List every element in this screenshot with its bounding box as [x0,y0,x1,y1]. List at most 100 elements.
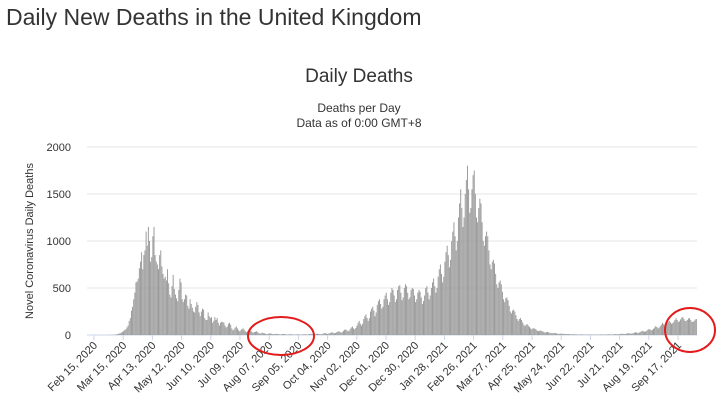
bar[interactable] [642,331,644,335]
bar[interactable] [468,189,470,335]
bar[interactable] [457,217,459,336]
bar[interactable] [205,319,207,335]
bar[interactable] [211,317,212,335]
bar[interactable] [657,328,659,335]
bar[interactable] [600,334,601,335]
bar[interactable] [435,292,437,335]
bar[interactable] [288,334,290,335]
bar[interactable] [154,255,156,335]
bar[interactable] [199,316,201,335]
bar[interactable] [404,284,406,335]
bar[interactable] [388,304,390,335]
bar[interactable] [551,333,553,335]
bar[interactable] [521,319,523,335]
bar[interactable] [494,263,495,335]
bar[interactable] [344,329,346,335]
bar[interactable] [452,231,454,335]
bar[interactable] [492,259,494,335]
bar[interactable] [182,302,184,335]
bar[interactable] [616,334,618,335]
bar[interactable] [531,329,533,335]
bar[interactable] [533,328,535,335]
bar[interactable] [323,333,325,335]
bar[interactable] [271,334,273,335]
bar[interactable] [135,282,137,335]
bar[interactable] [348,330,350,335]
bar[interactable] [495,273,497,335]
bar[interactable] [408,299,410,335]
bar[interactable] [315,333,317,335]
bar[interactable] [336,332,338,335]
bar[interactable] [446,245,448,335]
bar[interactable] [644,331,645,335]
bar[interactable] [255,331,256,335]
bar[interactable] [658,327,660,335]
bar[interactable] [355,327,357,335]
bar[interactable] [391,288,393,335]
bar[interactable] [383,299,385,335]
bar[interactable] [438,269,440,335]
bar[interactable] [278,334,280,335]
bar[interactable] [542,331,544,335]
bar[interactable] [292,334,294,335]
bar[interactable] [687,318,689,335]
bar[interactable] [514,311,516,336]
bar[interactable] [297,334,299,335]
bar[interactable] [461,208,463,335]
bar[interactable] [321,334,323,335]
bar[interactable] [165,280,167,335]
bar[interactable] [550,333,552,335]
bar[interactable] [167,269,169,335]
bar[interactable] [121,331,123,335]
bar[interactable] [310,333,312,335]
bar[interactable] [611,334,613,335]
bar[interactable] [445,252,447,335]
bar[interactable] [682,317,684,335]
bar[interactable] [218,325,220,335]
bar[interactable] [465,179,467,335]
bar[interactable] [363,319,365,335]
bar[interactable] [641,330,643,335]
bar[interactable] [357,322,359,335]
bar[interactable] [535,329,537,335]
bar[interactable] [116,334,118,335]
bar[interactable] [200,311,202,336]
bar[interactable] [160,250,162,335]
bar[interactable] [410,289,412,335]
bar[interactable] [229,322,231,335]
bar[interactable] [499,280,501,335]
bar[interactable] [572,334,574,335]
bar[interactable] [311,334,313,335]
bar[interactable] [252,332,254,335]
bar[interactable] [269,333,271,335]
bar[interactable] [620,333,622,335]
bar[interactable] [503,299,505,335]
bar[interactable] [459,203,461,335]
bar[interactable] [132,306,134,335]
bar[interactable] [147,226,149,335]
bar[interactable] [466,165,468,335]
bar[interactable] [236,328,238,335]
bar[interactable] [198,312,200,335]
bar[interactable] [523,324,525,335]
bar[interactable] [436,288,438,335]
bar[interactable] [426,286,428,335]
bar[interactable] [419,291,421,335]
bar[interactable] [439,264,441,336]
bar[interactable] [654,327,656,335]
bar[interactable] [694,319,696,335]
bar[interactable] [649,329,651,335]
bar[interactable] [454,236,456,335]
bar[interactable] [614,334,616,335]
bar[interactable] [610,334,612,335]
bar[interactable] [322,333,324,335]
bar[interactable] [179,278,181,335]
bar[interactable] [362,323,364,335]
bar[interactable] [280,334,282,335]
bar[interactable] [543,332,545,335]
bar[interactable] [680,319,682,335]
bar[interactable] [525,324,527,335]
bar[interactable] [689,318,691,335]
bar[interactable] [602,334,604,335]
bar[interactable] [612,334,614,335]
